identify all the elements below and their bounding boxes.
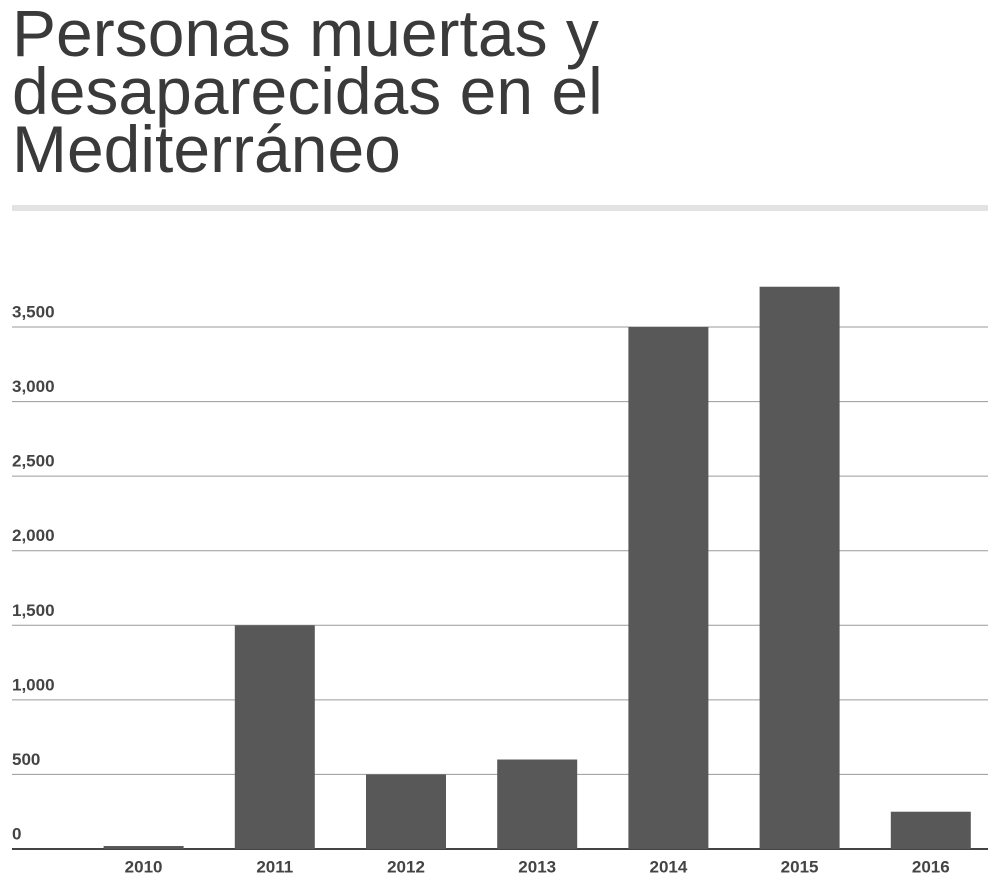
x-tick-label: 2012 <box>387 857 425 876</box>
x-tick-label: 2013 <box>518 857 556 876</box>
y-tick-label: 2,000 <box>12 526 55 545</box>
bar <box>628 327 709 849</box>
x-tick-label: 2014 <box>649 857 687 876</box>
bar <box>497 759 578 849</box>
x-tick-label: 2011 <box>256 857 293 876</box>
y-tick-label: 3,500 <box>12 302 55 321</box>
y-tick-label: 500 <box>12 750 40 769</box>
y-tick-label: 1,500 <box>12 601 55 620</box>
bar <box>103 846 184 849</box>
chart-title: Personas muertas y desaparecidas en el M… <box>12 0 603 186</box>
bar <box>366 774 446 849</box>
bar <box>759 286 840 849</box>
y-tick-label: 0 <box>12 824 21 843</box>
x-tick-label: 2016 <box>912 857 950 876</box>
x-tick-label: 2010 <box>125 857 163 876</box>
separator <box>12 205 988 211</box>
x-tick-label: 2015 <box>781 857 819 876</box>
y-tick-label: 3,000 <box>12 377 55 396</box>
bar <box>890 811 971 849</box>
bar <box>234 625 315 849</box>
y-tick-label: 2,500 <box>12 452 55 471</box>
y-tick-label: 1,000 <box>12 675 55 694</box>
